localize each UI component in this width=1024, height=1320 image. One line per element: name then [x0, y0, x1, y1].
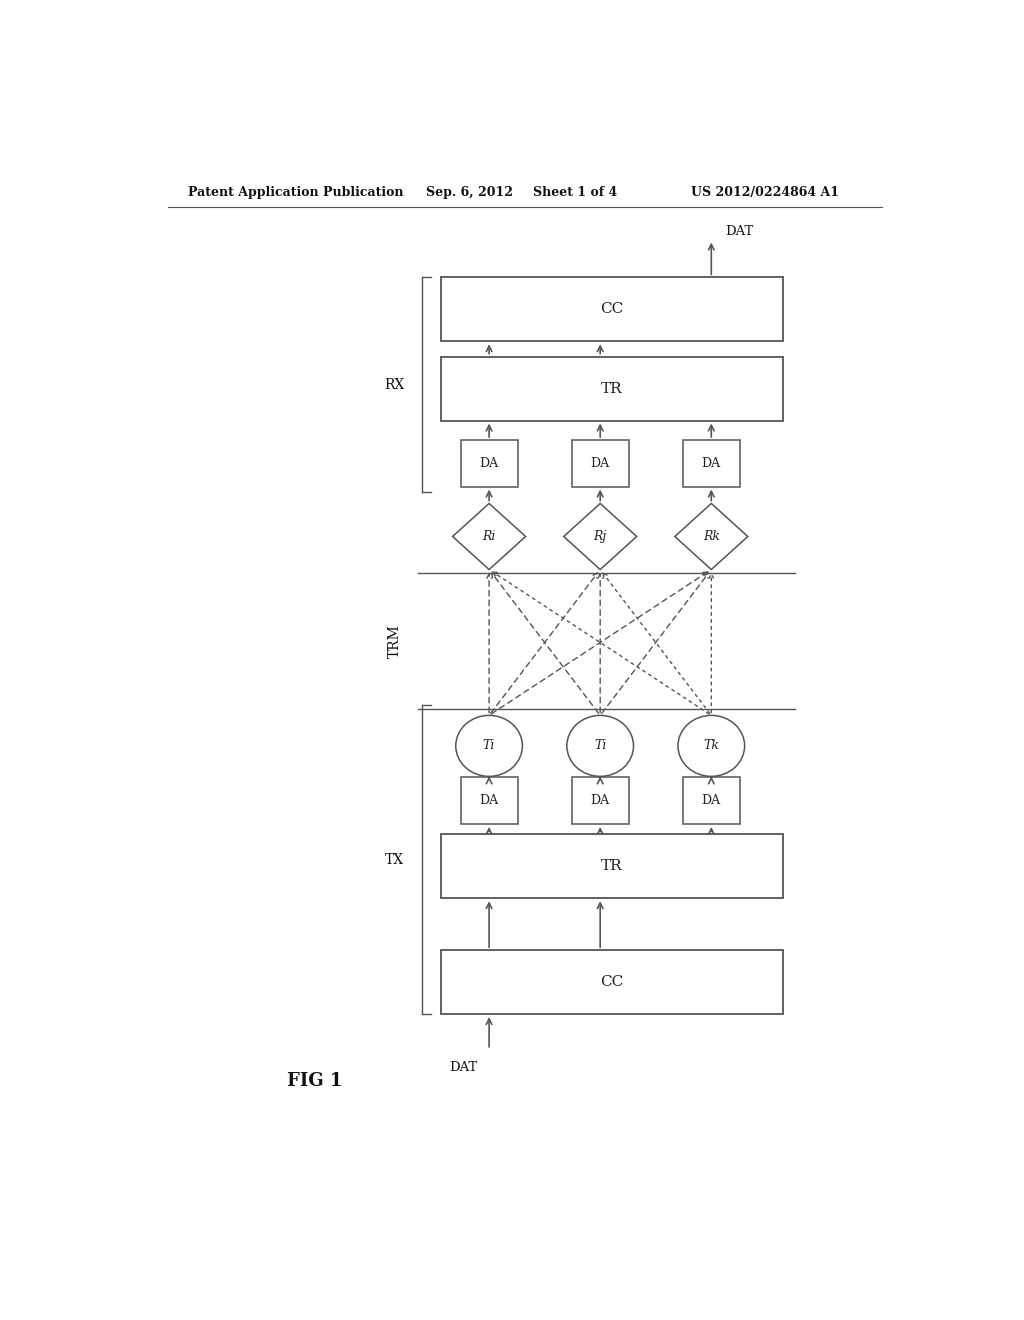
Bar	[683, 440, 740, 487]
Text: DAT: DAT	[726, 226, 754, 238]
Text: Sheet 1 of 4: Sheet 1 of 4	[532, 186, 617, 199]
Polygon shape	[675, 503, 748, 569]
FancyArrowPatch shape	[602, 573, 709, 713]
FancyArrowPatch shape	[490, 573, 598, 713]
FancyArrowPatch shape	[603, 573, 710, 713]
Polygon shape	[563, 503, 637, 569]
Text: CC: CC	[600, 302, 624, 317]
Text: TR: TR	[601, 381, 623, 396]
Bar	[571, 440, 629, 487]
Text: US 2012/0224864 A1: US 2012/0224864 A1	[691, 186, 840, 199]
Text: TX: TX	[385, 853, 404, 867]
Bar	[683, 777, 740, 824]
Ellipse shape	[678, 715, 744, 776]
Ellipse shape	[567, 715, 634, 776]
Text: DA: DA	[479, 457, 499, 470]
FancyArrowPatch shape	[493, 572, 709, 714]
Text: TR: TR	[601, 859, 623, 874]
Text: Ri: Ri	[482, 531, 496, 543]
Bar	[441, 950, 782, 1014]
Text: FIG 1: FIG 1	[287, 1072, 342, 1090]
Text: DA: DA	[591, 795, 609, 808]
Bar	[571, 777, 629, 824]
Text: DA: DA	[591, 457, 609, 470]
Text: Rj: Rj	[594, 531, 607, 543]
Text: Ti: Ti	[483, 739, 496, 752]
Bar	[441, 834, 782, 899]
FancyArrowPatch shape	[709, 574, 714, 713]
Bar	[461, 777, 518, 824]
Text: DA: DA	[701, 457, 721, 470]
Polygon shape	[453, 503, 525, 569]
Bar	[441, 277, 782, 342]
Bar	[441, 356, 782, 421]
Text: DAT: DAT	[449, 1060, 477, 1073]
Bar	[461, 440, 518, 487]
FancyArrowPatch shape	[492, 572, 708, 714]
Text: DA: DA	[701, 795, 721, 808]
Text: Tk: Tk	[703, 739, 719, 752]
Text: CC: CC	[600, 975, 624, 989]
Text: Ti: Ti	[594, 739, 606, 752]
Text: Patent Application Publication: Patent Application Publication	[187, 186, 403, 199]
Text: DA: DA	[479, 795, 499, 808]
Text: RX: RX	[384, 378, 404, 392]
Ellipse shape	[456, 715, 522, 776]
Text: Sep. 6, 2012: Sep. 6, 2012	[426, 186, 513, 199]
FancyArrowPatch shape	[492, 573, 598, 713]
Text: TRM: TRM	[388, 624, 401, 659]
FancyArrowPatch shape	[486, 574, 492, 713]
FancyArrowPatch shape	[598, 574, 602, 713]
Text: Rk: Rk	[702, 531, 720, 543]
